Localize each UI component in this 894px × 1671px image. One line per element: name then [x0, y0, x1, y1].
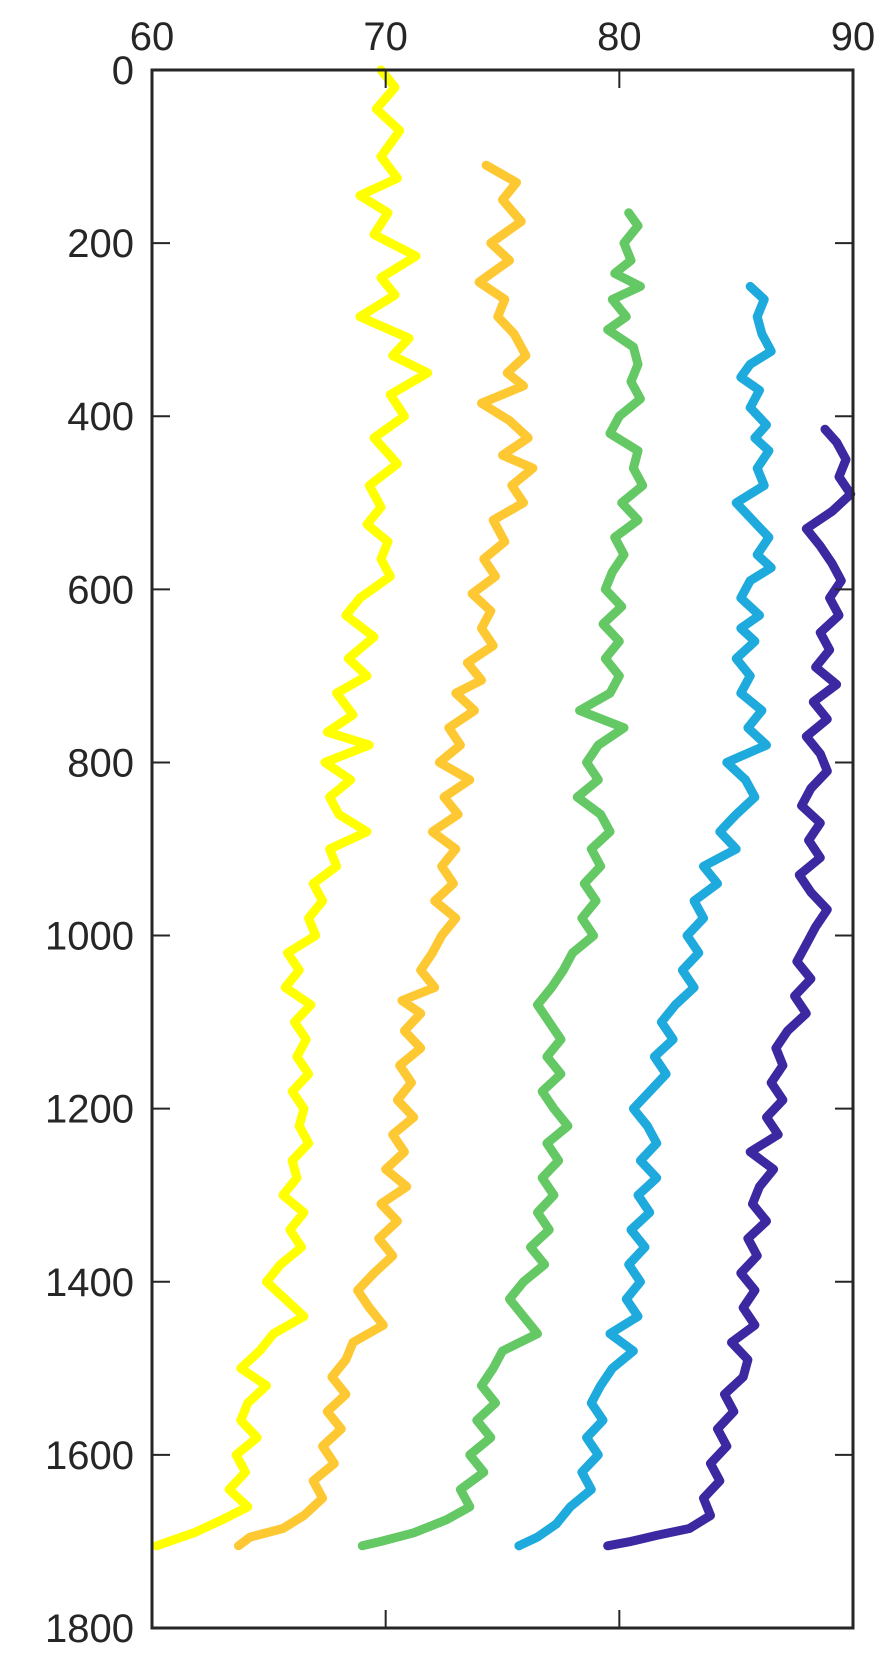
- x-tick-label: 80: [597, 15, 642, 59]
- y-tick-label: 0: [112, 49, 134, 93]
- series-line-1: [152, 65, 433, 1551]
- y-tick-label: 400: [67, 395, 134, 439]
- x-tick-label: 90: [831, 15, 876, 59]
- y-tick-label: 1800: [45, 1607, 134, 1651]
- y-tick-label: 800: [67, 741, 134, 785]
- y-tick-label: 1200: [45, 1088, 134, 1132]
- y-tick-label: 1400: [45, 1261, 134, 1305]
- series-line-3: [357, 208, 648, 1551]
- series-layer: [152, 65, 856, 1551]
- series-line-5: [603, 424, 856, 1551]
- x-tick-label: 70: [363, 15, 408, 59]
- series-line-2: [234, 160, 538, 1551]
- y-tick-label: 1000: [45, 915, 134, 959]
- tick-labels-layer: 60 70 80 90 0 200 400 600 800 1000 1200 1400 1600 180…: [45, 15, 875, 1651]
- series-line-4: [514, 281, 776, 1551]
- y-tick-label: 1600: [45, 1434, 134, 1478]
- axes-layer: [150, 68, 855, 1630]
- y-tick-label: 200: [67, 222, 134, 266]
- plot-frame: [150, 68, 855, 1630]
- y-tick-label: 600: [67, 568, 134, 612]
- x-tick-label: 60: [130, 15, 175, 59]
- ticks-layer: [151, 69, 854, 1629]
